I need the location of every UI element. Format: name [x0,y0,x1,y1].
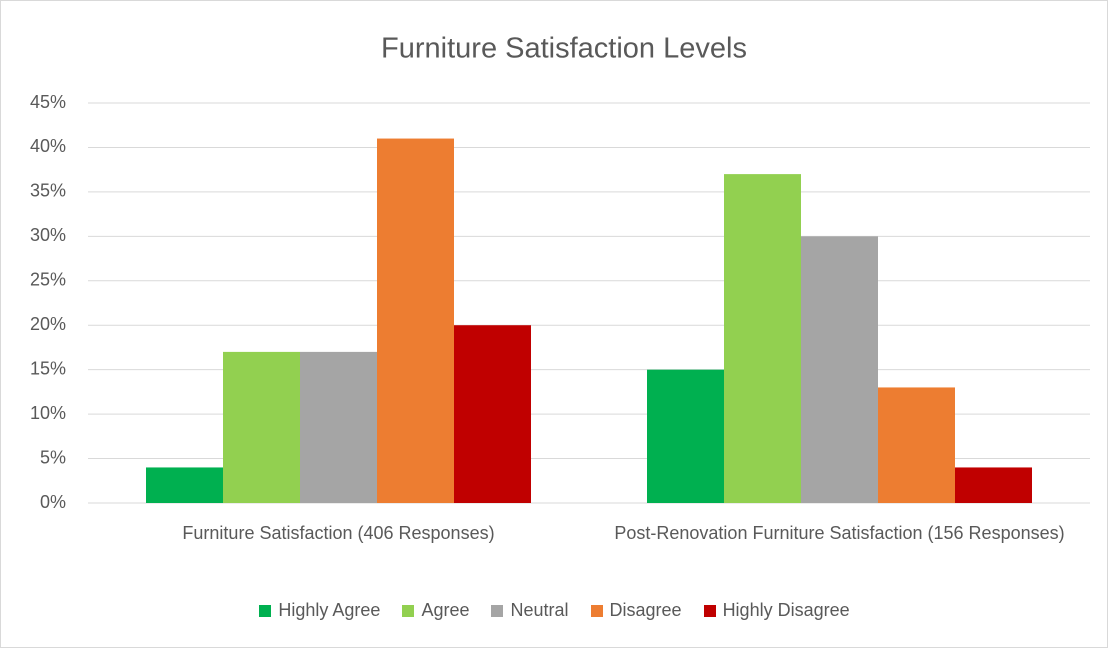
bar [878,387,955,503]
legend-swatch [402,604,415,617]
y-tick-label: 25% [30,270,66,290]
bar [300,351,377,503]
legend-label: Disagree [609,600,682,620]
y-tick-label: 0% [40,492,66,512]
bar [223,351,300,503]
legend-swatch [259,604,272,617]
legend-label: Neutral [510,600,569,620]
bar [955,467,1032,503]
bar [454,325,531,503]
x-tick-label: Furniture Satisfaction (406 Responses) [182,523,495,543]
legend-swatch [590,604,603,617]
y-tick-label: 40% [30,136,66,156]
chart-title: Furniture Satisfaction Levels [381,33,747,65]
legend-item: Highly Agree [259,600,380,621]
y-tick-label: 10% [30,403,66,423]
legend-swatch [491,604,504,617]
legend-label: Highly Agree [278,600,381,620]
bar [724,174,801,503]
x-tick-label: Post-Renovation Furniture Satisfaction (… [614,523,1065,543]
legend: Highly Agree Agree Neutral Disagree Highly D… [0,600,1109,621]
legend-swatch [703,604,716,617]
legend-label: Agree [421,600,470,620]
legend-item: Highly Disagree [703,600,850,621]
y-tick-label: 15% [30,358,66,378]
legend-item: Neutral [491,600,569,621]
bar [377,138,454,504]
bar [146,467,223,503]
y-tick-label: 45% [30,92,66,112]
y-tick-label: 30% [30,225,66,245]
legend-item: Disagree [590,600,682,621]
bar [647,369,724,503]
bar [801,236,878,504]
y-tick-label: 20% [30,314,66,334]
y-tick-label: 35% [30,181,66,201]
legend-label: Highly Disagree [722,600,850,620]
y-tick-label: 5% [40,447,66,467]
legend-item: Agree [402,600,469,621]
